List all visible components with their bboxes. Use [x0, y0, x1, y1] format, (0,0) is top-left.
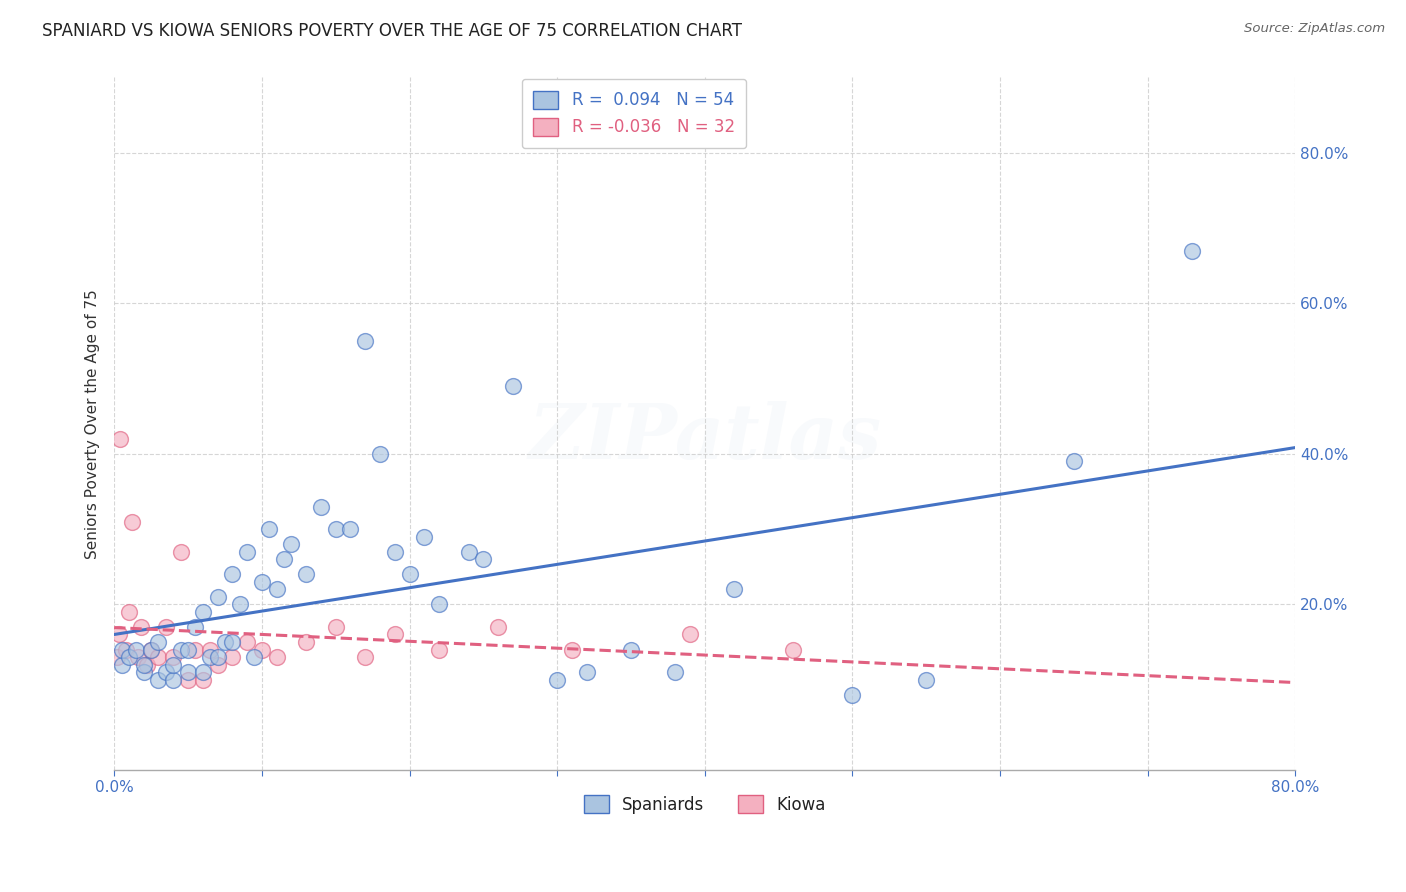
Point — [273, 552, 295, 566]
Point — [723, 582, 745, 597]
Y-axis label: Seniors Poverty Over the Age of 75: Seniors Poverty Over the Age of 75 — [86, 289, 100, 558]
Point — [486, 620, 509, 634]
Point — [339, 522, 361, 536]
Point — [295, 635, 318, 649]
Point — [169, 544, 191, 558]
Point — [427, 642, 450, 657]
Point — [148, 650, 170, 665]
Point — [214, 635, 236, 649]
Point — [191, 673, 214, 687]
Point — [118, 605, 141, 619]
Point — [125, 642, 148, 657]
Point — [266, 582, 288, 597]
Point — [177, 673, 200, 687]
Point — [236, 544, 259, 558]
Point — [250, 642, 273, 657]
Point — [198, 650, 221, 665]
Point — [1181, 244, 1204, 258]
Point — [148, 673, 170, 687]
Point — [295, 567, 318, 582]
Point — [198, 642, 221, 657]
Point — [841, 688, 863, 702]
Point — [110, 642, 132, 657]
Text: Source: ZipAtlas.com: Source: ZipAtlas.com — [1244, 22, 1385, 36]
Point — [325, 522, 347, 536]
Point — [191, 665, 214, 680]
Point — [243, 650, 266, 665]
Point — [368, 447, 391, 461]
Point — [139, 642, 162, 657]
Point — [575, 665, 598, 680]
Point — [207, 590, 229, 604]
Point — [155, 620, 177, 634]
Text: ZIPatlas: ZIPatlas — [529, 401, 882, 475]
Point — [561, 642, 583, 657]
Point — [108, 432, 131, 446]
Point — [132, 665, 155, 680]
Point — [127, 650, 149, 665]
Point — [221, 635, 243, 649]
Point — [121, 515, 143, 529]
Point — [139, 642, 162, 657]
Point — [221, 650, 243, 665]
Point — [207, 650, 229, 665]
Point — [162, 657, 184, 672]
Point — [184, 620, 207, 634]
Point — [236, 635, 259, 649]
Point — [177, 665, 200, 680]
Point — [546, 673, 568, 687]
Point — [620, 642, 643, 657]
Point — [384, 544, 406, 558]
Point — [155, 665, 177, 680]
Point — [228, 598, 250, 612]
Point — [354, 334, 377, 348]
Point — [118, 650, 141, 665]
Point — [782, 642, 804, 657]
Point — [148, 635, 170, 649]
Point — [221, 567, 243, 582]
Point — [135, 657, 157, 672]
Point — [105, 650, 128, 665]
Point — [250, 574, 273, 589]
Point — [398, 567, 420, 582]
Point — [257, 522, 280, 536]
Point — [266, 650, 288, 665]
Point — [177, 642, 200, 657]
Point — [169, 642, 191, 657]
Point — [354, 650, 377, 665]
Point — [110, 657, 132, 672]
Point — [207, 657, 229, 672]
Point — [915, 673, 938, 687]
Point — [162, 673, 184, 687]
Point — [107, 627, 129, 641]
Point — [115, 642, 138, 657]
Point — [679, 627, 702, 641]
Point — [191, 605, 214, 619]
Text: SPANIARD VS KIOWA SENIORS POVERTY OVER THE AGE OF 75 CORRELATION CHART: SPANIARD VS KIOWA SENIORS POVERTY OVER T… — [42, 22, 742, 40]
Legend: Spaniards, Kiowa: Spaniards, Kiowa — [574, 785, 835, 824]
Point — [384, 627, 406, 641]
Point — [502, 379, 524, 393]
Point — [664, 665, 686, 680]
Point — [162, 650, 184, 665]
Point — [457, 544, 479, 558]
Point — [1063, 454, 1085, 468]
Point — [427, 598, 450, 612]
Point — [309, 500, 332, 514]
Point — [325, 620, 347, 634]
Point — [413, 530, 436, 544]
Point — [184, 642, 207, 657]
Point — [132, 657, 155, 672]
Point — [472, 552, 495, 566]
Point — [280, 537, 302, 551]
Point — [129, 620, 152, 634]
